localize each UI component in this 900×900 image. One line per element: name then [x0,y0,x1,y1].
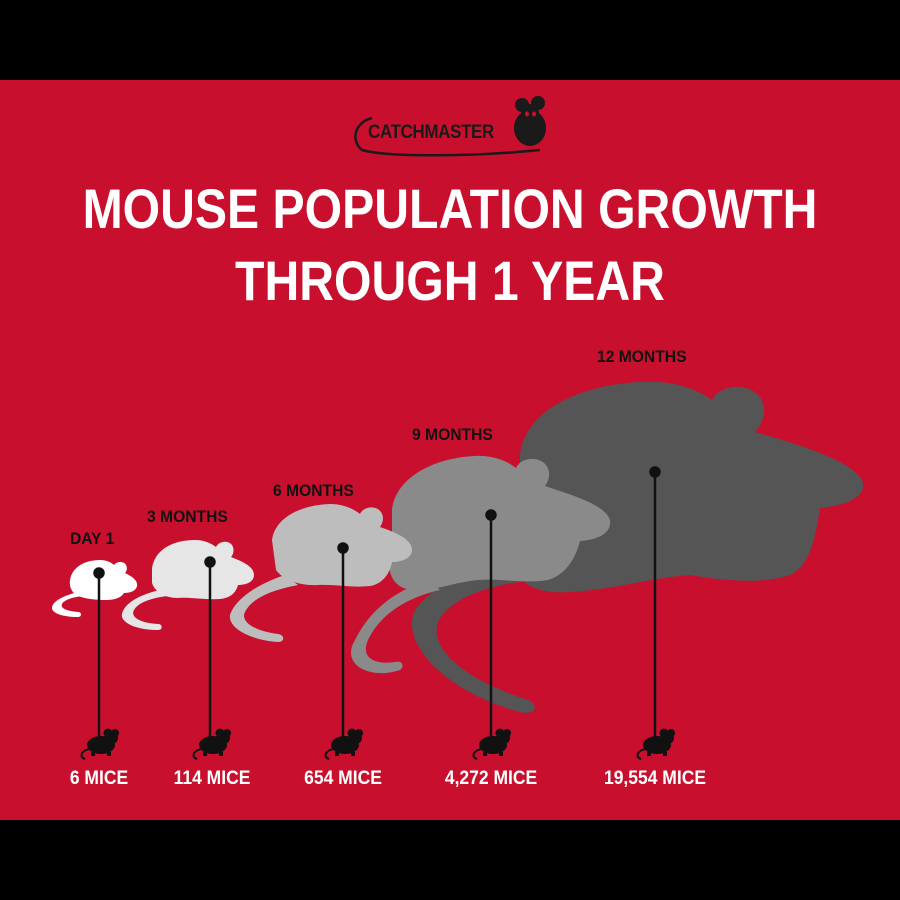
page-title-line-2: THROUGH 1 YEAR [235,249,665,312]
mouse-3-months [121,540,254,630]
catchmaster-logo: CATCHMASTER ® [350,100,550,160]
stage-label-12-months: 12 MONTHS [597,347,687,366]
count-label-9-months: 4,272 MICE [444,768,538,789]
mouse-day-1 [52,560,138,617]
count-label-12-months: 19,554 MICE [603,768,707,789]
mouse-mascot-icon [514,96,546,146]
stage-label-3-months: 3 MONTHS [147,507,228,526]
stage-label-6-months: 6 MONTHS [273,481,354,500]
mouse-icon [636,727,676,760]
pointer-lines [93,466,661,738]
top-band [0,0,900,80]
count-label-day-1: 6 MICE [69,768,129,789]
page-title-line-1: MOUSE POPULATION GROWTH [82,177,818,240]
logo-graphic [354,116,541,157]
mouse-9-months [351,455,611,674]
mouse-icon [472,727,512,760]
mouse-12-months [411,381,864,713]
stage-label-day-1: DAY 1 [70,529,115,548]
mouse-6-months [229,504,412,642]
logo-text: CATCHMASTER [368,122,494,143]
count-label-3-months: 114 MICE [173,768,251,789]
bottom-band [0,820,900,900]
stage-label-9-months: 9 MONTHS [412,425,493,444]
mouse-icon [80,727,120,760]
count-label-6-months: 654 MICE [304,768,382,789]
mouse-icon [324,727,364,760]
logo-registered-mark: ® [537,100,544,110]
mouse-icon [192,727,232,760]
